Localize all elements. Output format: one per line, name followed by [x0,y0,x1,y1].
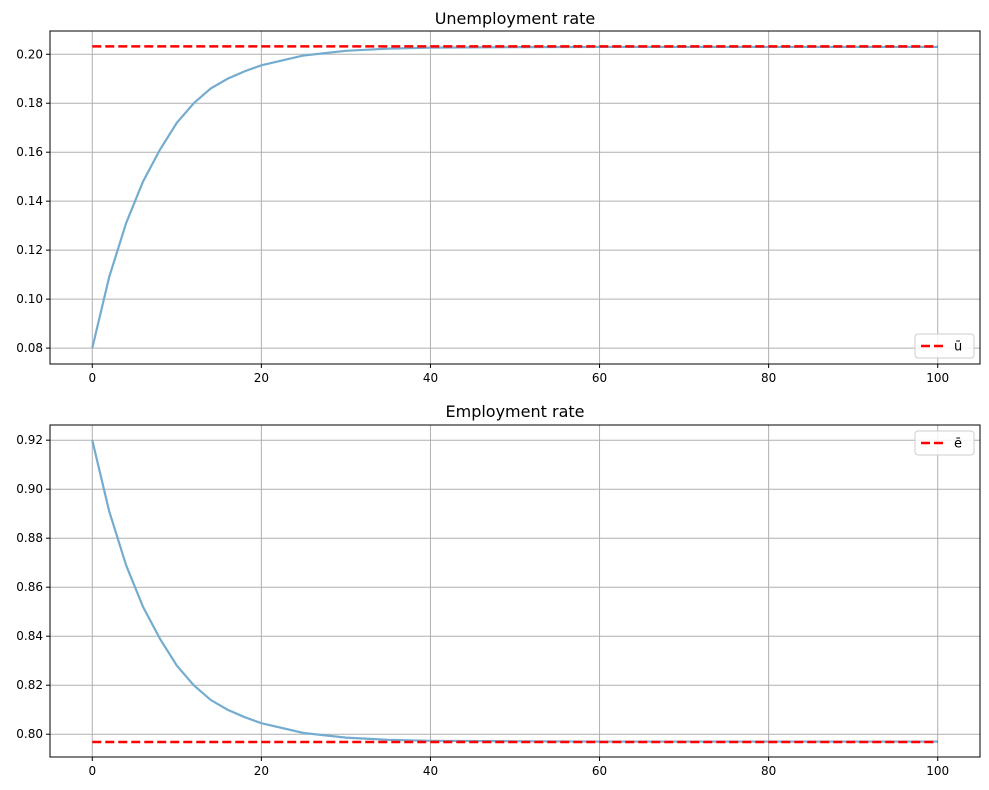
x-tick-label: 80 [761,764,776,778]
plot-frame [49,424,981,758]
x-tick-label: 0 [88,764,96,778]
chart-title: Unemployment rate [435,9,596,28]
x-tick-label: 100 [926,764,949,778]
x-tick-label: 80 [761,371,776,385]
series-line [91,439,938,743]
plot-frame [49,30,981,365]
y-tick-label: 0.16 [16,145,43,159]
y-tick-label: 0.92 [16,433,43,447]
legend-box [914,430,975,456]
y-tick-label: 0.08 [16,341,43,355]
y-tick-label: 0.84 [16,629,43,643]
x-tick-label: 100 [926,371,949,385]
x-tick-label: 60 [592,764,607,778]
x-tick-label: 40 [423,371,438,385]
y-tick-label: 0.82 [16,678,43,692]
legend: ē [914,430,975,456]
x-tick-label: 40 [423,764,438,778]
legend-box [914,333,975,359]
chart-panel-1: Unemployment rate 0 20 40 60 80 100 0.08 0.10 0.1… [16,9,981,385]
y-tick-label: 0.90 [16,482,43,496]
y-tick-label: 0.12 [16,243,43,257]
x-tick-label: 60 [592,371,607,385]
legend-label: ē [954,437,962,452]
x-tick-label: 20 [254,371,269,385]
legend: ū [914,333,975,359]
y-tick-label: 0.88 [16,531,43,545]
legend-label: ū [954,340,962,355]
chart-title: Employment rate [446,402,585,421]
y-tick-label: 0.14 [16,194,43,208]
y-tick-label: 0.80 [16,727,43,741]
y-tick-label: 0.18 [16,96,43,110]
y-tick-label: 0.10 [16,292,43,306]
chart-panel-2: Employment rate 0 20 40 60 80 100 0.80 0.82 0.84 0… [16,402,981,778]
x-tick-label: 0 [88,371,96,385]
y-tick-label: 0.20 [16,47,43,61]
series-line [91,45,938,349]
x-tick-label: 20 [254,764,269,778]
y-tick-label: 0.86 [16,580,43,594]
